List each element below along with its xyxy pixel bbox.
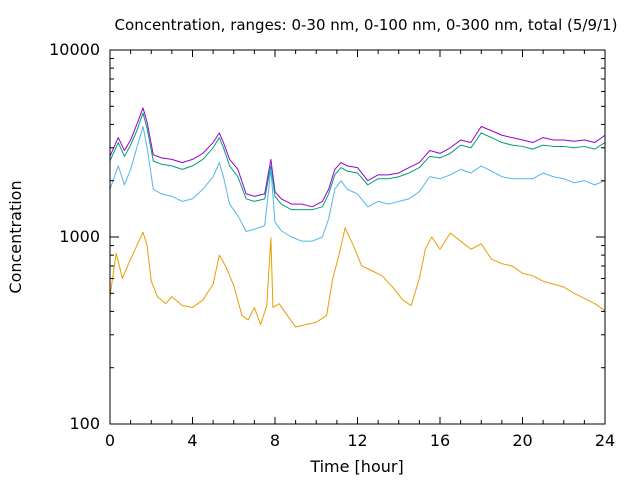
plot-frame: [109, 49, 606, 425]
x-tick-label: 24: [595, 431, 615, 450]
series-line-1: [109, 107, 606, 208]
series-line-4: [109, 227, 606, 328]
chart-title: Concentration, ranges: 0-30 nm, 0-100 nm…: [115, 16, 618, 34]
x-tick-label: 16: [430, 431, 450, 450]
x-tick-label: 8: [270, 431, 280, 450]
y-tick-label: 10000: [49, 40, 100, 59]
x-tick-label: 12: [347, 431, 367, 450]
x-tick-label: 20: [512, 431, 532, 450]
series-layer: [109, 107, 606, 328]
x-axis: 0 4 8 12 16 20 24: [105, 50, 615, 450]
y-tick-label: 100: [69, 414, 100, 433]
x-tick-label: 4: [187, 431, 197, 450]
x-axis-title: Time [hour]: [309, 457, 403, 476]
series-line-2: [109, 112, 606, 211]
y-tick-label: 1000: [59, 227, 100, 246]
y-axis: 100 1000 10000: [49, 40, 605, 433]
x-tick-label: 0: [105, 431, 115, 450]
y-axis-title: Concentration: [6, 180, 25, 293]
series-line-3: [109, 125, 606, 242]
